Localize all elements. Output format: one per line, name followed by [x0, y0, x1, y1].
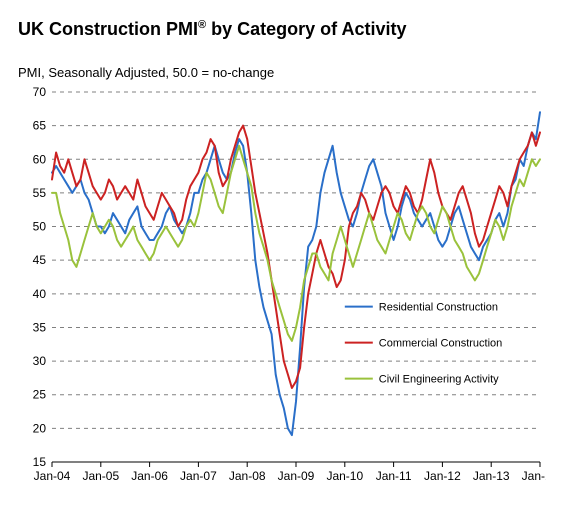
x-tick-label: Jan-10 — [326, 469, 363, 483]
chart-title: UK Construction PMI® by Category of Acti… — [18, 18, 546, 41]
y-tick-label: 50 — [33, 219, 47, 233]
chart-svg: 15 20 25 30 35 40 45 50 55 60 65 70 Jan-04 Jan-05 Jan-… — [18, 86, 546, 486]
y-tick-label: 45 — [33, 253, 47, 267]
y-tick-label: 70 — [33, 86, 47, 99]
y-tick-label: 65 — [33, 118, 47, 132]
x-tick-label: Jan-05 — [82, 469, 119, 483]
x-tick-label: Jan-09 — [278, 469, 315, 483]
y-tick-label: 25 — [33, 387, 47, 401]
legend-label: Residential Construction — [379, 301, 498, 313]
x-tick-label: Jan-14 — [522, 469, 546, 483]
plot-bg — [18, 86, 546, 486]
y-tick-label: 55 — [33, 185, 47, 199]
x-tick-label: Jan-07 — [180, 469, 217, 483]
x-tick-label: Jan-13 — [473, 469, 510, 483]
y-tick-label: 60 — [33, 152, 47, 166]
y-tick-label: 35 — [33, 320, 47, 334]
chart-subtitle: PMI, Seasonally Adjusted, 50.0 = no-chan… — [18, 65, 546, 80]
line-chart: 15 20 25 30 35 40 45 50 55 60 65 70 Jan-04 Jan-05 Jan-… — [18, 86, 546, 486]
y-tick-label: 15 — [33, 455, 47, 469]
chart-title-sup: ® — [198, 19, 206, 31]
chart-title-prefix: UK Construction PMI — [18, 19, 198, 39]
x-tick-label: Jan-12 — [424, 469, 461, 483]
legend-label: Civil Engineering Activity — [379, 373, 499, 385]
x-tick-label: Jan-06 — [131, 469, 168, 483]
x-tick-label: Jan-11 — [376, 469, 412, 483]
y-tick-label: 40 — [33, 286, 47, 300]
legend-label: Commercial Construction — [379, 337, 502, 349]
x-tick-label: Jan-08 — [229, 469, 266, 483]
x-tick-label: Jan-04 — [34, 469, 71, 483]
y-tick-label: 30 — [33, 354, 47, 368]
chart-title-suffix: by Category of Activity — [206, 19, 406, 39]
y-tick-label: 20 — [33, 421, 47, 435]
